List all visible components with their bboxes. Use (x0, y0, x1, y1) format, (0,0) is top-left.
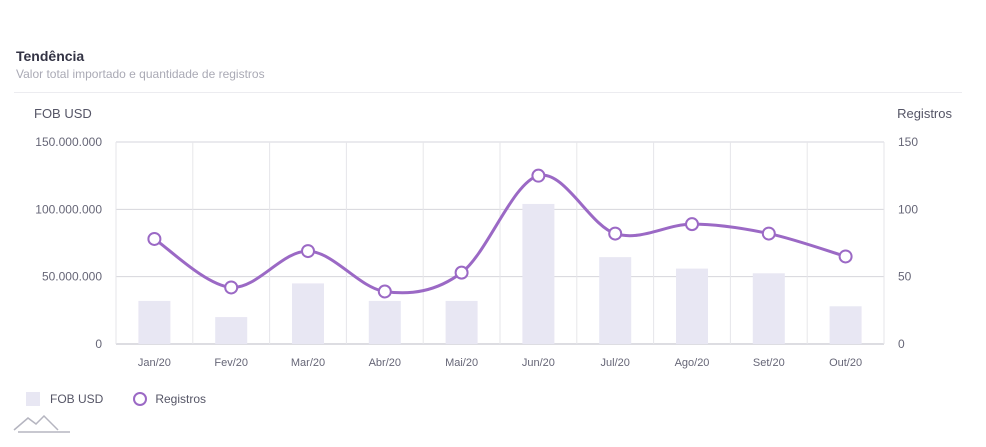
x-tick-label: Mar/20 (291, 357, 325, 369)
bar-fob (599, 257, 632, 344)
bar-fob (292, 283, 324, 344)
line-registros (152, 173, 848, 295)
x-tick-label: Jun/20 (522, 357, 555, 369)
legend-item-registros[interactable]: Registros (133, 392, 206, 406)
mountain-logo-icon (13, 414, 70, 433)
y-left-axis-label: FOB USD (34, 106, 92, 121)
bar-fob (445, 300, 478, 344)
point-registros (301, 244, 315, 259)
y-left-tick-label: 150.000.000 (35, 135, 102, 149)
chart-header: Tendência Valor total importado e quanti… (16, 48, 265, 81)
header-divider (14, 92, 962, 93)
point-registros (377, 284, 392, 299)
x-tick-label: Fev/20 (214, 357, 248, 369)
chart-title: Tendência (16, 48, 85, 64)
legend-marker-registros (133, 392, 148, 406)
y-right-tick-label: 0 (898, 337, 905, 351)
point-registros (147, 231, 162, 246)
x-tick-label: Set/20 (753, 357, 785, 369)
y-right-tick-label: 50 (898, 270, 912, 284)
y-left-tick-label: 50.000.000 (42, 270, 102, 284)
bar-fob (522, 203, 555, 344)
bar-fob (752, 273, 785, 344)
bar-fob (215, 317, 248, 344)
x-tick-label: Ago/20 (675, 357, 710, 369)
y-right-tick-label: 150 (898, 135, 918, 149)
x-tick-label: Abr/20 (369, 357, 401, 369)
legend-swatch-fob (26, 392, 40, 406)
legend-item-fob[interactable]: FOB USD (26, 392, 103, 406)
chart-subtitle: Valor total importado e quantidade de re… (16, 67, 265, 81)
point-registros (224, 280, 239, 295)
point-registros (761, 226, 776, 241)
bar-fob (138, 300, 171, 344)
point-registros (608, 226, 623, 241)
point-registros (454, 265, 469, 280)
bar-fob (368, 300, 401, 344)
y-left-tick-label: 100.000.000 (35, 202, 102, 216)
point-registros (685, 217, 699, 232)
legend-label-fob: FOB USD (50, 392, 104, 406)
bar-fob (676, 268, 708, 344)
legend-label-registros: Registros (155, 392, 207, 406)
y-right-axis-label: Registros (897, 106, 952, 121)
y-left-tick-label: 0 (95, 337, 102, 351)
point-registros (531, 168, 546, 183)
x-tick-label: Jan/20 (138, 357, 171, 369)
y-right-tick-label: 100 (898, 202, 918, 216)
chart-legend: FOB USD Registros (26, 392, 236, 406)
point-registros (838, 249, 853, 264)
bar-fob (829, 306, 862, 344)
x-tick-label: Out/20 (829, 357, 862, 369)
x-tick-label: Mai/20 (445, 357, 478, 369)
x-tick-label: Jul/20 (601, 357, 630, 369)
